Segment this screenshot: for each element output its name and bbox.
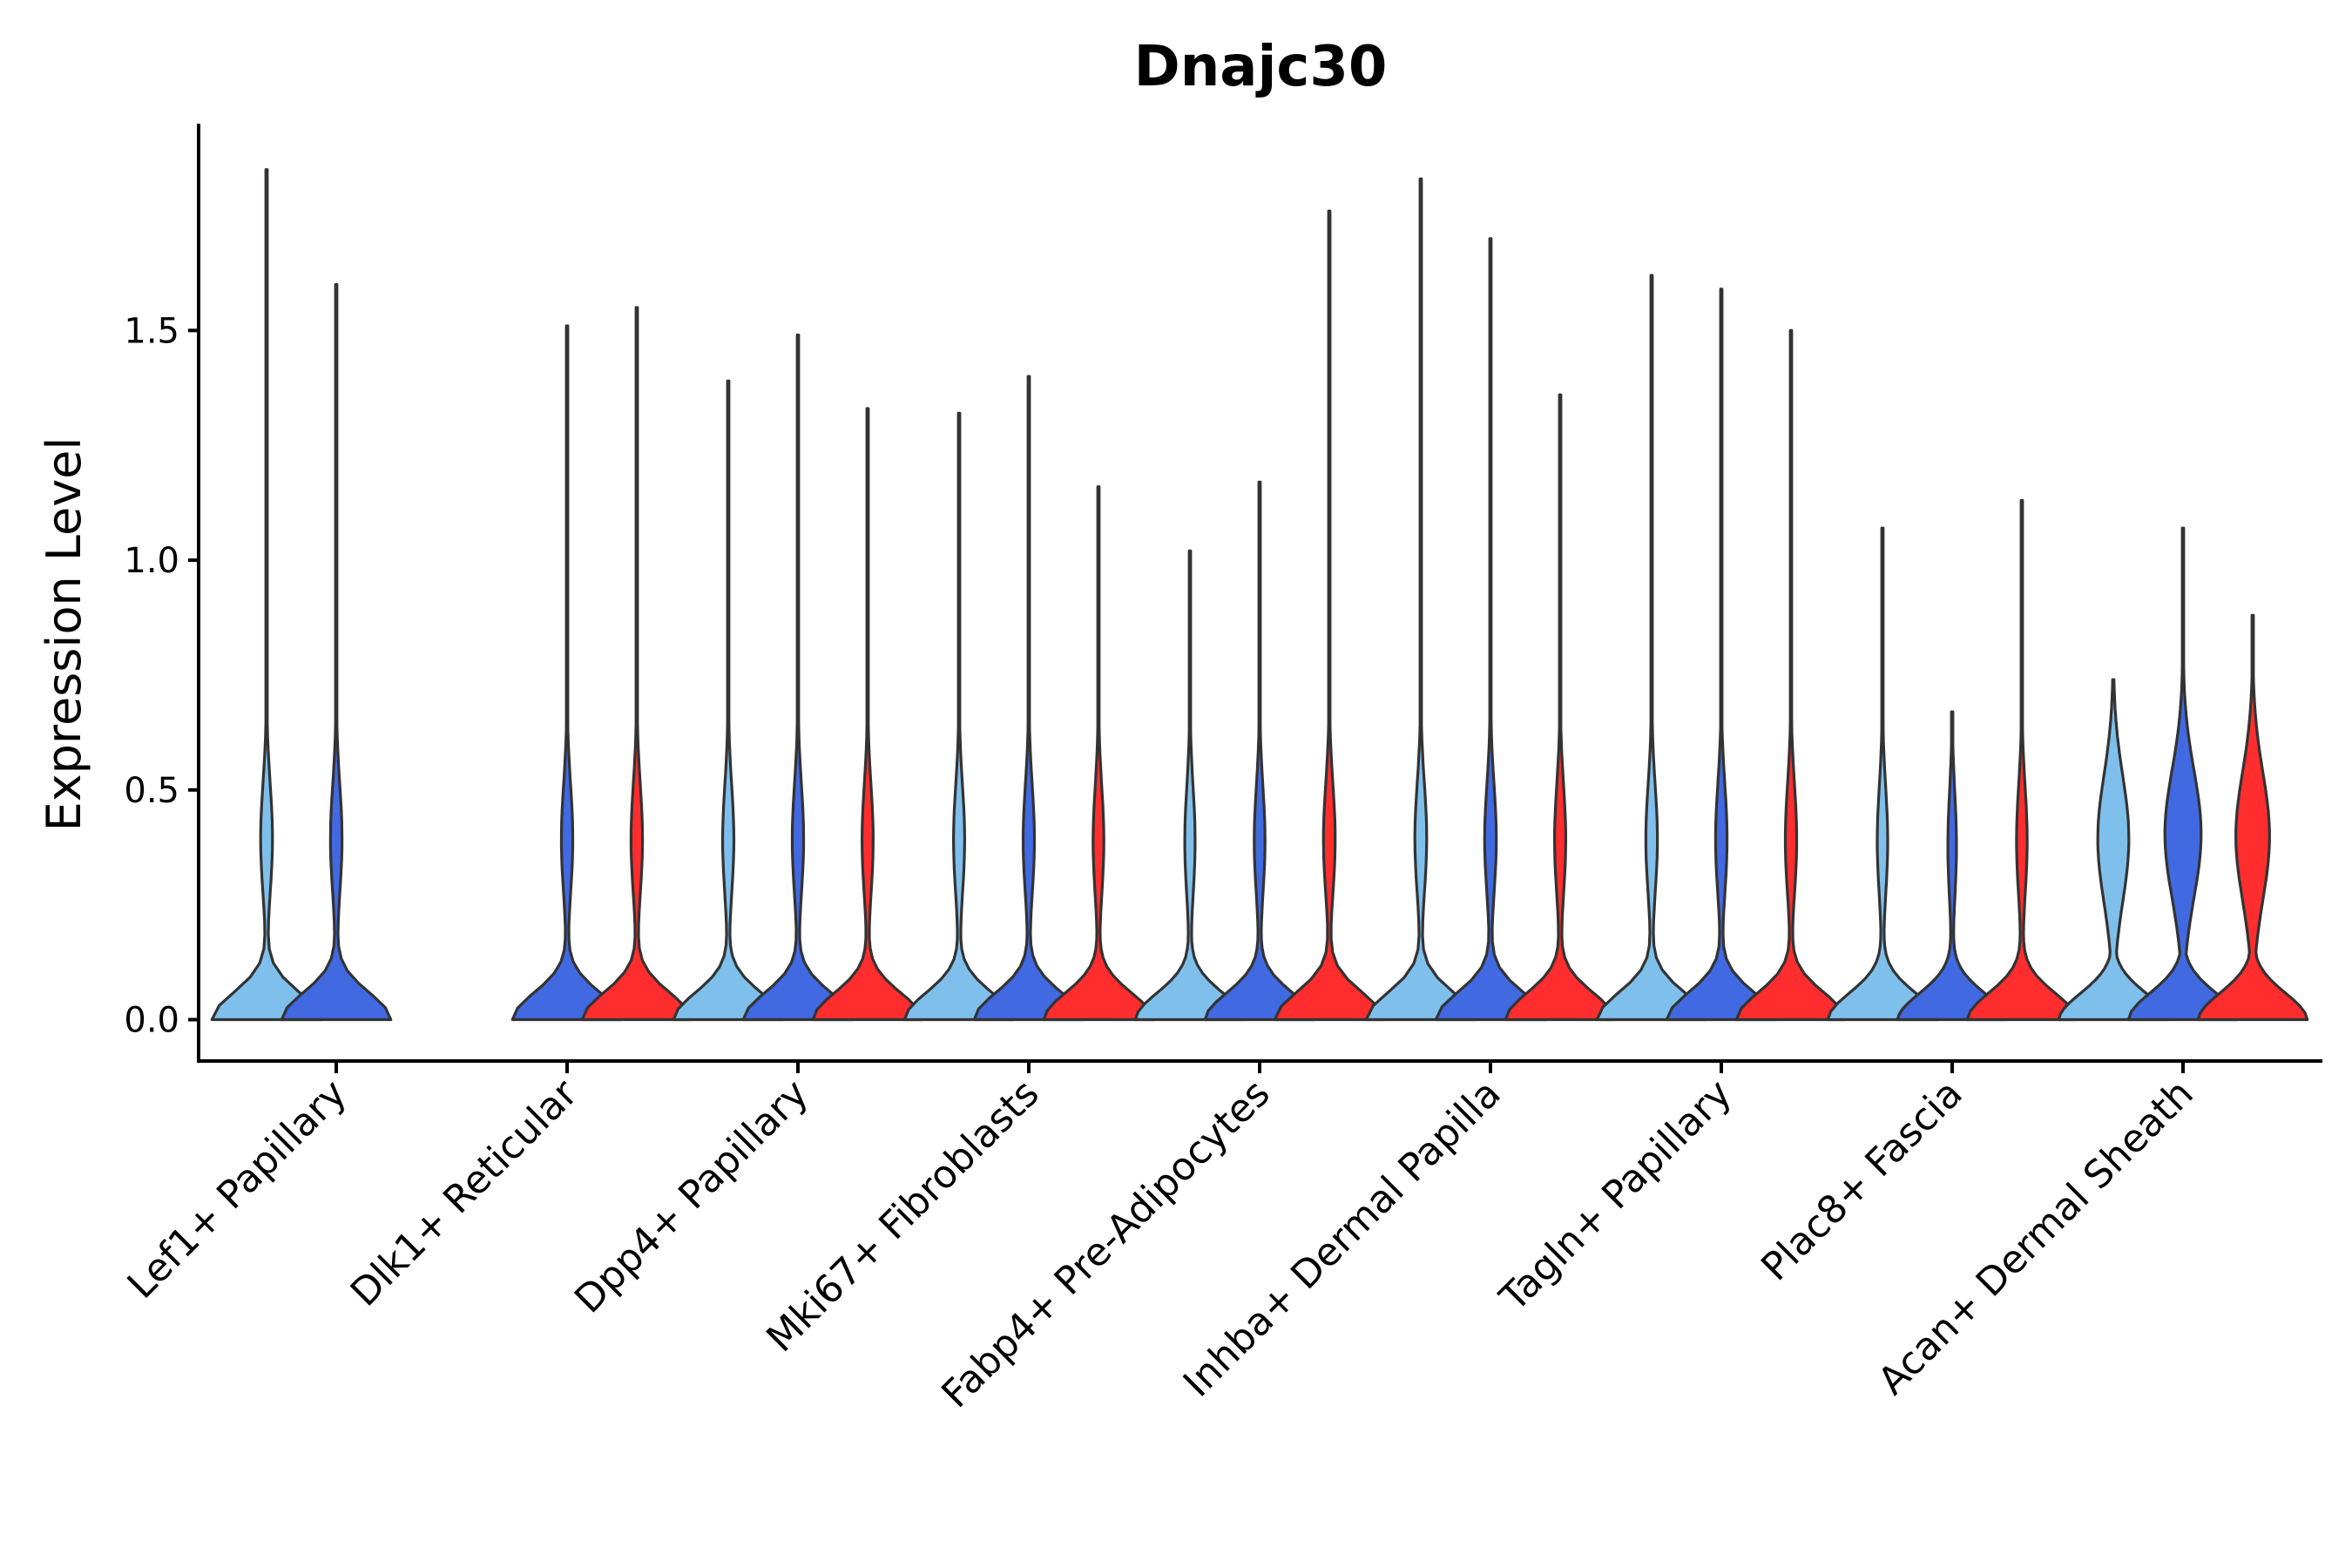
violin-5-group-2 [1203,480,1316,1022]
y-tick-label: 1.5 [124,311,179,351]
y-tick-label: 0.0 [124,1001,179,1041]
chart-title: Dnajc30 [1134,35,1388,99]
violin-9-group-3 [2196,613,2309,1022]
violin-1-group-2 [280,283,393,1022]
x-tick-label: Dpp4+ Papillary [566,1071,817,1322]
violin-2-group-3 [580,306,693,1022]
violin-8-group-2 [1896,710,2009,1022]
violin-4-group-1 [902,411,1016,1022]
violin-2-group-2 [510,324,624,1022]
y-ticks: 0.0 0.5 1.0 1.5 [124,311,199,1041]
x-tick-label: Lef1+ Papillary [119,1071,355,1308]
violin-8-group-1 [1826,526,1939,1022]
violin-7-group-1 [1595,274,1708,1022]
violin-5-group-3 [1273,209,1386,1022]
x-tick-label: Dlk1+ Reticular [342,1071,587,1315]
violin-4-group-2 [972,375,1085,1022]
violins-layer [210,168,2309,1022]
y-axis-label: Expression Level [37,437,91,832]
violin-5-group-1 [1133,549,1247,1022]
violin-9-group-2 [2126,526,2240,1022]
violin-8-group-3 [1965,498,2078,1022]
violin-7-group-3 [1734,328,1848,1022]
violin-6-group-2 [1434,237,1547,1022]
y-tick-label: 0.5 [124,771,179,811]
violin-6-group-3 [1504,393,1617,1022]
violin-6-group-1 [1364,177,1477,1022]
y-tick-label: 1.0 [124,541,179,581]
violin-1-group-1 [210,168,323,1022]
violin-3-group-3 [811,407,924,1022]
x-tick-label: Tagln+ Papillary [1491,1071,1740,1321]
violin-9-group-1 [2057,678,2170,1022]
x-tick-label: Plac8+ Fascia [1753,1071,1971,1290]
violin-3-group-2 [741,334,855,1022]
violin-3-group-1 [672,379,785,1022]
violin-4-group-3 [1042,485,1155,1022]
violin-7-group-2 [1665,287,1778,1022]
